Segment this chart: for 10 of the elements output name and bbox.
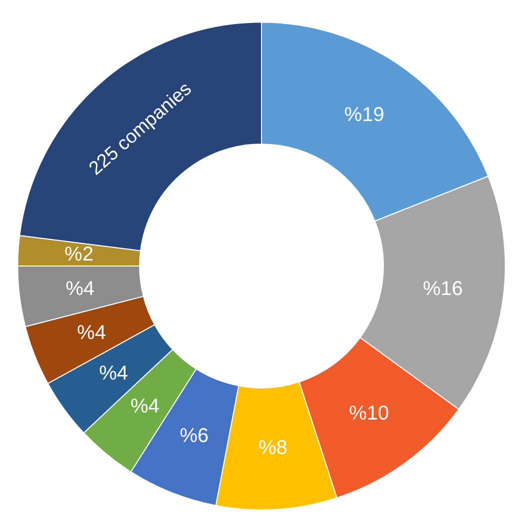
data-label: %16 <box>422 278 463 300</box>
data-label: %10 <box>348 402 389 425</box>
data-label: %19 <box>344 104 384 126</box>
data-label: %6 <box>180 424 209 447</box>
data-label: %4 <box>130 396 160 418</box>
data-label: %4 <box>99 362 128 384</box>
data-label: %8 <box>258 437 288 460</box>
data-label: %2 <box>64 244 94 266</box>
data-label: %4 <box>77 322 106 344</box>
data-label: %4 <box>66 278 95 300</box>
